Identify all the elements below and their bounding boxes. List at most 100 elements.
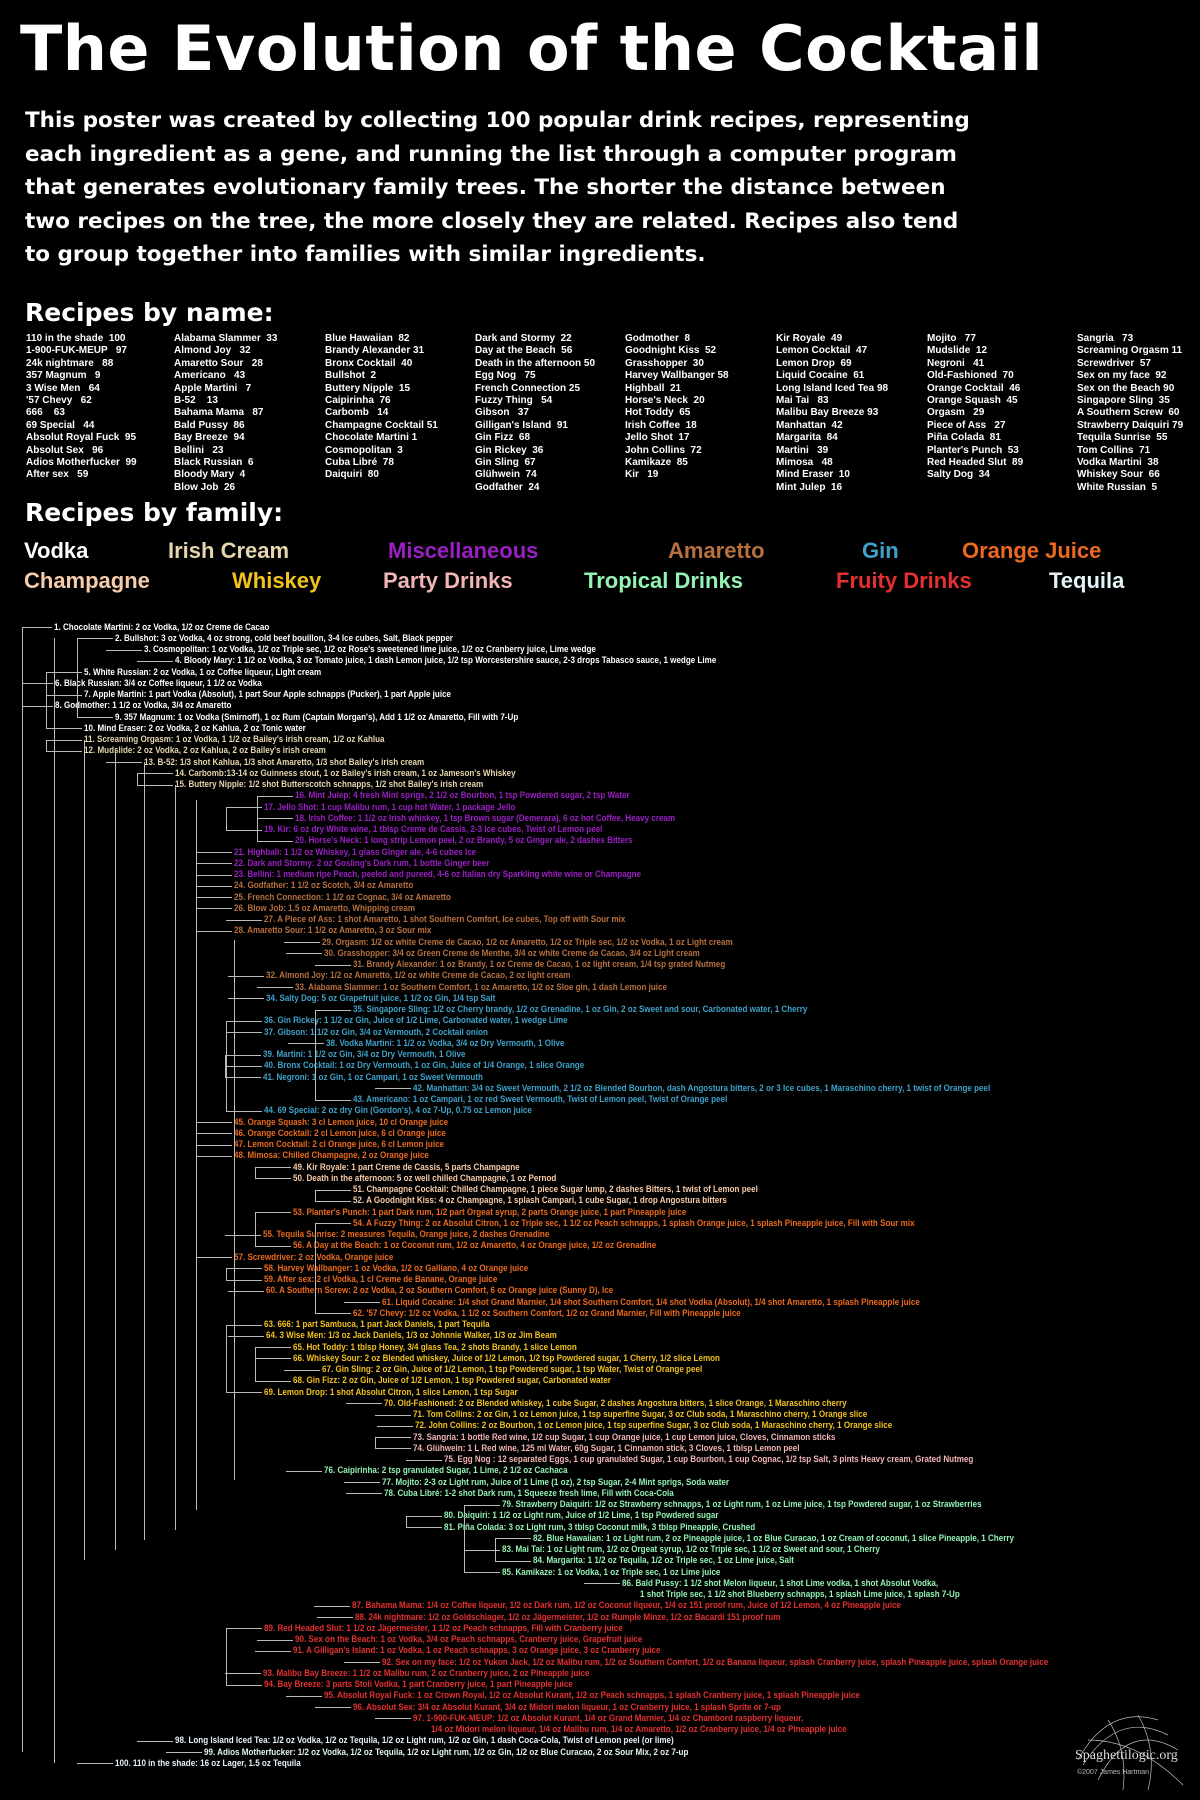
name-entry: Americano 43	[174, 370, 246, 382]
family-whiskey: Whiskey	[232, 568, 322, 593]
tree-branch	[226, 1392, 262, 1393]
family-misc: Miscellaneous	[388, 538, 539, 563]
tree-branch	[46, 694, 82, 696]
name-entry: Bahama Mama 87	[174, 407, 264, 419]
tree-trunk	[22, 627, 23, 1752]
tree-branch	[464, 1572, 500, 1573]
tree-recipe: 53. Planter's Punch: 1 part Dark rum, 1/…	[293, 1206, 687, 1218]
name-entry: Margarita 84	[776, 432, 838, 444]
tree-branch	[255, 1380, 291, 1382]
name-entry: Sangria 73	[1077, 333, 1134, 344]
logo-text: Spaghettilogic.org	[1075, 1748, 1178, 1763]
tree-branch	[228, 975, 264, 977]
name-entry: Tequila Sunrise 55	[1077, 432, 1168, 444]
tree-trunk	[196, 800, 197, 1510]
recipes-by-family-heading: Recipes by family:	[25, 498, 284, 527]
name-entry: 1-900-FUK-MEUP 97	[26, 345, 127, 357]
tree-trunk	[175, 785, 176, 1530]
name-entry: After sex 59	[26, 469, 89, 481]
intro-paragraph: This poster was created by collecting 10…	[25, 104, 970, 272]
tree-branch	[406, 1515, 442, 1517]
name-column: Alabama Slammer 33 Almond Joy 32 Amaretto …	[174, 333, 277, 494]
name-entry: Red Headed Slut 89	[927, 457, 1024, 469]
name-entry: Chocolate Martini 1	[325, 432, 418, 444]
intro-line: two recipes on the tree, the more closel…	[25, 208, 959, 234]
tree-branch	[228, 998, 264, 1000]
tree-branch	[196, 1122, 232, 1123]
tree-trunk	[257, 795, 258, 841]
tree-branch	[226, 1684, 262, 1686]
tree-recipe: 98. Long Island Iced Tea: 1/2 oz Vodka, …	[175, 1735, 674, 1747]
family-amaretto: Amaretto	[668, 538, 765, 563]
name-entry: Day at the Beach 56	[475, 345, 573, 357]
tree-recipe: 11. Screaming Orgasm: 1 oz Vodka, 1 1/2 …	[84, 734, 385, 745]
family-oj: Orange Juice	[962, 538, 1102, 563]
name-entry: Bay Breeze 94	[174, 432, 245, 444]
tree-recipe: 9. 357 Magnum: 1 oz Vodka (Smirnoff), 1 …	[115, 711, 519, 723]
name-entry: Cuba Libré 78	[325, 457, 394, 469]
tree-trunk	[137, 773, 138, 785]
tree-trunk	[226, 1628, 227, 1685]
tree-branch	[406, 1459, 442, 1461]
tree-branch	[196, 1133, 232, 1135]
tree-branch	[46, 672, 82, 673]
tree-trunk	[54, 638, 55, 1763]
tree-recipe: 81. Piña Colada: 3 oz Light rum, 3 tblsp…	[444, 1521, 756, 1533]
tree-recipe: 66. Whiskey Sour: 2 oz Blended whiskey, …	[293, 1352, 720, 1364]
tree-trunk	[464, 1504, 465, 1572]
name-entry: Liquid Cocaine 61	[776, 370, 865, 382]
tree-recipe: 68. Gin Fizz: 2 oz Gin, Juice of 1/2 Lem…	[293, 1375, 611, 1387]
tree-branch	[346, 1493, 382, 1495]
tree-branch	[464, 1504, 500, 1506]
tree-branch	[346, 1403, 382, 1405]
tree-recipe: 90. Sex on the Beach: 1 oz Vodka, 3/4 oz…	[295, 1634, 643, 1645]
name-entry: Death in the afternoon 50	[475, 357, 596, 369]
tree-branch	[225, 1234, 261, 1236]
tree-branch	[284, 1369, 320, 1371]
tree-recipe: 22. Dark and Stormy: 2 oz Gosling's Dark…	[234, 857, 490, 869]
tree-recipe: 57. Screwdriver: 2 oz Vodka, Orange juic…	[234, 1251, 394, 1263]
tree-branch	[166, 1752, 202, 1753]
name-entry: 357 Magnum 9	[26, 370, 101, 382]
tree-branch	[196, 1144, 232, 1146]
name-entry: Bronx Cocktail 40	[325, 357, 413, 369]
name-entry: Hot Toddy 65	[625, 407, 691, 419]
name-entry: Blue Hawaiian 82	[325, 333, 410, 344]
name-entry: Old-Fashioned 70	[927, 370, 1014, 382]
tree-recipe: 93. Malibu Bay Breeze: 1 1/2 oz Malibu r…	[263, 1667, 590, 1679]
tree-trunk	[255, 1212, 256, 1246]
name-column: Dark and Stormy 22 Day at the Beach 56 Dea…	[475, 333, 595, 494]
tree-recipe: 69. Lemon Drop: 1 shot Absolut Citron, 1…	[264, 1386, 518, 1398]
tree-branch	[315, 1009, 351, 1011]
tree-branch	[315, 1707, 351, 1708]
tree-branch	[226, 1065, 262, 1067]
tree-recipe: 46. Orange Cocktail: 2 cl Lemon juice, 6…	[234, 1127, 446, 1139]
tree-recipe: 12. Mudslide: 2 oz Vodka, 2 oz Kahlua, 2…	[84, 745, 326, 757]
tree-recipe: 34. Salty Dog: 5 oz Grapefruit juice, 1 …	[266, 992, 496, 1004]
name-entry: Mind Eraser 10	[776, 469, 850, 481]
tree-recipe: 14. Carbomb:13-14 oz Guinness stout, 1 o…	[175, 767, 516, 779]
tree-recipe: 3. Cosmopolitan: 1 oz Vodka, 1/2 oz Trip…	[144, 644, 596, 655]
name-entry: Martini 39	[776, 444, 829, 456]
tree-recipe: 60. A Southern Screw: 2 oz Vodka, 2 oz S…	[266, 1285, 614, 1297]
name-entry: Piña Colada 81	[927, 432, 1001, 444]
tree-recipe: 38. Vodka Martini: 1 1/2 oz Vodka, 3/4 o…	[326, 1037, 565, 1049]
name-entry: Mint Julep 16	[776, 481, 843, 493]
tree-recipe: 86. Bald Pussy: 1 1/2 shot Melon liqueur…	[622, 1577, 939, 1589]
tree-branch	[375, 1088, 411, 1090]
tree-branch	[228, 1335, 264, 1337]
tree-trunk	[144, 762, 145, 1540]
name-entry: Strawberry Daiquiri 79	[1077, 419, 1184, 431]
tree-branch	[315, 1099, 351, 1101]
name-entry: Lemon Cocktail 47	[776, 345, 868, 357]
name-entry: 666 63	[26, 407, 65, 419]
name-entry: '57 Chevy 62	[26, 395, 92, 407]
intro-line: This poster was created by collecting 10…	[25, 108, 970, 133]
tree-recipe: 99. Adios Motherfucker: 1/2 oz Vodka, 1/…	[204, 1746, 689, 1758]
name-entry: Mojito 77	[927, 333, 976, 344]
tree-branch	[255, 1347, 291, 1348]
name-entry: Grasshopper 30	[625, 357, 704, 369]
tree-recipe: 63. 666: 1 part Sambuca, 1 part Jack Dan…	[264, 1319, 490, 1330]
tree-branch	[255, 1245, 291, 1247]
tree-recipe: 91. A Gilligan's Island: 1 oz Vodka, 1 o…	[293, 1645, 661, 1657]
